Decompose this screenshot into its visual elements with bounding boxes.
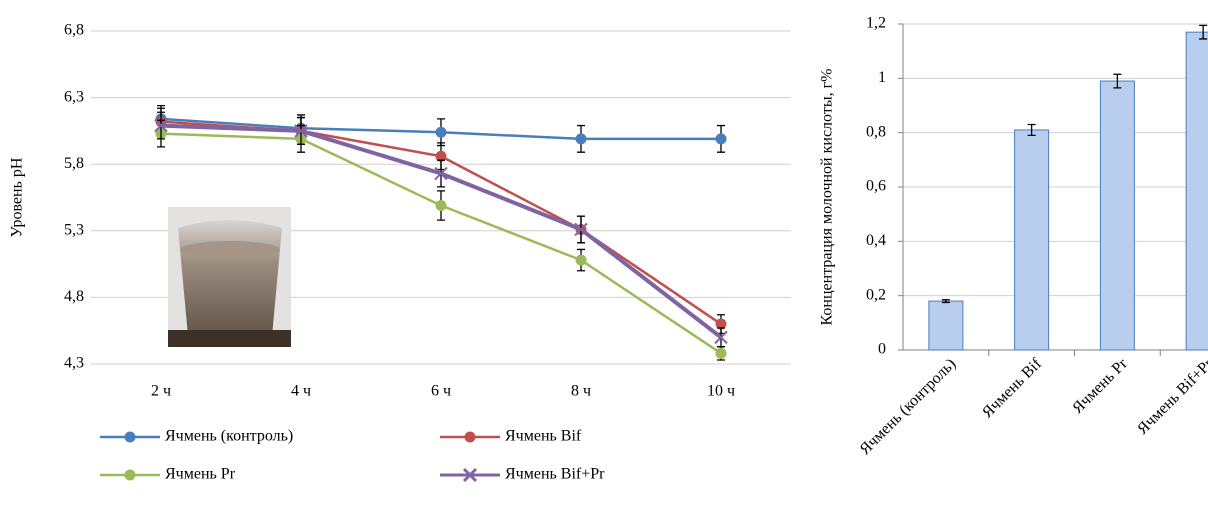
legend-marker xyxy=(464,431,476,443)
legend-label: Ячмень Bif xyxy=(505,428,582,445)
y-tick-label: 4,8 xyxy=(64,288,84,305)
x-tick-label: Ячмень Pr xyxy=(1069,355,1131,417)
point-marker xyxy=(715,347,727,359)
y-axis-title: Уровень pH xyxy=(9,157,26,237)
x-tick-label: Ячмень (контроль) xyxy=(857,355,960,458)
y-tick-label: 5,3 xyxy=(64,221,84,238)
point-marker xyxy=(434,166,448,181)
error-bar xyxy=(1027,123,1036,137)
point-marker xyxy=(294,124,308,138)
y-tick-label: 4,3 xyxy=(64,355,84,372)
point-marker xyxy=(435,199,447,211)
legend-label: Ячмень Bif+Pr xyxy=(505,466,605,483)
error-bar xyxy=(941,299,950,304)
y-tick-label: 6,3 xyxy=(64,88,84,105)
point-marker xyxy=(154,118,168,133)
error-bar xyxy=(1113,73,1122,89)
x-tick-label: 6 ч xyxy=(431,383,451,400)
bar xyxy=(928,300,964,351)
x-tick-label: Ячмень Bif+Pr xyxy=(1134,355,1208,438)
y-axis-title: Концентрация молочной кислоты, г% xyxy=(819,69,836,326)
legend-marker xyxy=(440,467,500,483)
x-tick-label: 10 ч xyxy=(707,383,735,400)
y-tick-label: 5,8 xyxy=(64,155,84,172)
y-tick-label: 0,8 xyxy=(866,123,886,140)
legend-marker xyxy=(124,431,136,443)
point-marker xyxy=(574,222,588,237)
y-tick-label: 0,4 xyxy=(866,232,886,249)
y-tick-label: 6,8 xyxy=(64,22,84,39)
legend-label: Ячмень (контроль) xyxy=(165,428,293,445)
point-marker xyxy=(715,318,727,330)
y-tick-label: 0,6 xyxy=(866,178,886,195)
x-tick-label: 8 ч xyxy=(571,383,591,400)
point-marker xyxy=(715,133,727,145)
x-tick-label: Ячмень Bif xyxy=(979,355,1045,421)
point-marker xyxy=(714,330,728,345)
point-marker xyxy=(435,126,447,138)
bar xyxy=(1185,31,1208,351)
x-tick-label: 4 ч xyxy=(291,383,311,400)
photo xyxy=(168,207,291,347)
legend-marker xyxy=(124,469,136,481)
y-tick-label: 0,2 xyxy=(866,286,886,303)
point-marker xyxy=(435,150,447,162)
legend-label: Ячмень Pr xyxy=(165,466,236,483)
bar xyxy=(1099,80,1135,351)
x-tick-label: 2 ч xyxy=(151,383,171,400)
point-marker xyxy=(575,254,587,266)
error-bar xyxy=(1199,24,1208,40)
y-tick-label: 1,2 xyxy=(866,15,886,32)
point-marker xyxy=(575,133,587,145)
y-tick-label: 1 xyxy=(878,69,886,86)
bar xyxy=(1014,129,1050,351)
y-tick-label: 0 xyxy=(878,341,886,358)
